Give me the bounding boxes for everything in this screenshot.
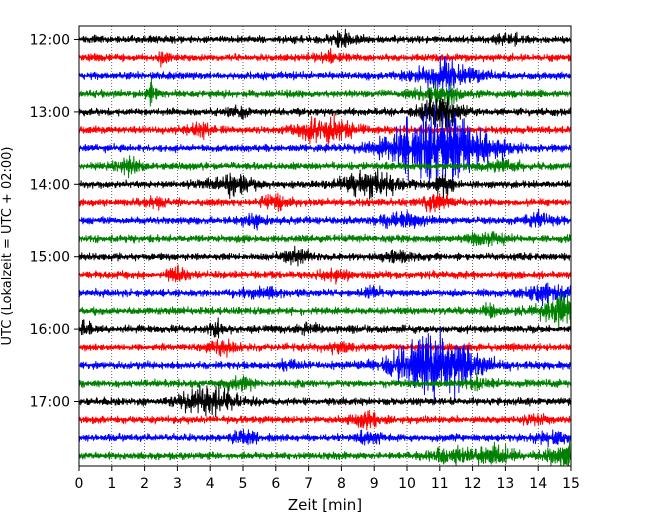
x-tick-label: 13 [496, 476, 514, 492]
y-axis-label: UTC (Lokalzeit = UTC + 02:00) [0, 147, 15, 346]
trace-1300 [79, 91, 571, 133]
trace-1745 [79, 439, 571, 466]
x-axis-label: Zeit [min] [288, 496, 362, 514]
trace-1430 [79, 208, 571, 231]
trace-1715 [79, 409, 571, 431]
x-tick-label: 2 [140, 476, 149, 492]
x-tick-label: 14 [529, 476, 547, 492]
x-tick-label: 3 [173, 476, 182, 492]
trace-1645 [79, 372, 571, 392]
seismic-traces [79, 28, 571, 466]
y-axis: 12:00 13:00 14:00 15:00 16:00 17:00 [30, 33, 79, 411]
x-tick-label: 12 [464, 476, 482, 492]
x-tick-label: 4 [206, 476, 215, 492]
y-tick-label: 13:00 [30, 105, 70, 121]
y-tick-label: 16:00 [30, 322, 70, 338]
x-tick-label: 11 [431, 476, 449, 492]
trace-1615 [79, 338, 571, 358]
trace-1415 [79, 192, 571, 213]
trace-1700 [79, 384, 571, 418]
trace-1400 [79, 167, 571, 200]
x-axis: 0 1 2 3 4 5 6 7 8 9 10 11 12 13 14 15 [75, 466, 580, 492]
x-tick-label: 8 [337, 476, 346, 492]
trace-1215 [79, 47, 571, 68]
trace-1245 [79, 78, 571, 107]
x-tick-label: 5 [239, 476, 248, 492]
trace-1530 [79, 282, 571, 307]
x-tick-label: 15 [562, 476, 580, 492]
y-tick-label: 17:00 [30, 395, 70, 411]
trace-1315 [79, 113, 571, 147]
x-tick-label: 1 [107, 476, 116, 492]
plot-frame [78, 25, 572, 467]
trace-1345 [79, 155, 571, 179]
trace-1500 [79, 245, 571, 267]
trace-1545 [79, 293, 571, 332]
trace-1230 [79, 55, 571, 96]
x-tick-label: 0 [75, 476, 84, 492]
vertical-grid [111, 26, 539, 466]
y-tick-label: 14:00 [30, 177, 70, 193]
y-tick-label: 15:00 [30, 250, 70, 266]
x-tick-label: 10 [398, 476, 416, 492]
trace-1515 [79, 264, 571, 285]
trace-1445 [79, 231, 571, 248]
x-tick-label: 7 [304, 476, 313, 492]
trace-1600 [79, 317, 571, 339]
trace-1730 [79, 428, 571, 448]
y-tick-label: 12:00 [30, 33, 70, 49]
x-tick-label: 9 [370, 476, 379, 492]
trace-1200 [79, 28, 571, 49]
x-tick-label: 6 [271, 476, 280, 492]
trace-1330 [79, 104, 571, 189]
trace-1630 [79, 326, 571, 406]
